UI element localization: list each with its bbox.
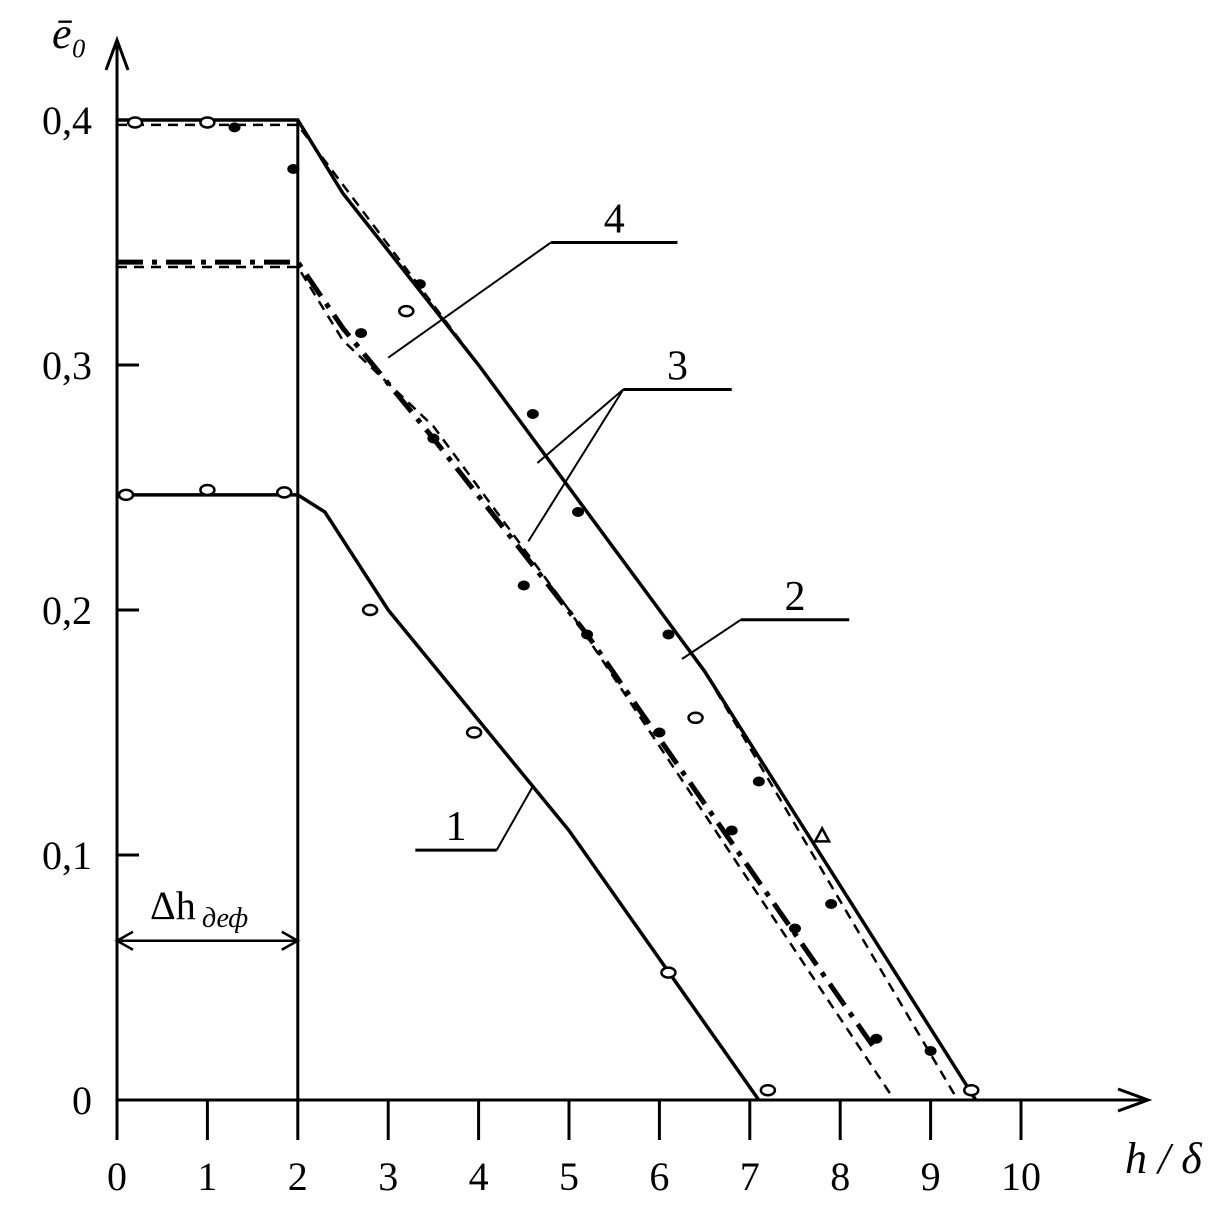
data-point-filled bbox=[228, 122, 241, 133]
data-point-open bbox=[117, 488, 135, 502]
data-point-filled bbox=[924, 1046, 937, 1056]
annotation-arrow-left bbox=[114, 930, 134, 951]
markers-layer bbox=[117, 116, 980, 1097]
y-axis-title: ē₀ bbox=[52, 9, 87, 58]
data-point-filled bbox=[517, 580, 530, 591]
annotation: Δh деф bbox=[114, 883, 301, 951]
x-tick-label: 7 bbox=[740, 1154, 760, 1199]
data-point-filled bbox=[662, 629, 675, 640]
annotation-label: Δh bbox=[150, 883, 196, 928]
data-point-open bbox=[660, 966, 677, 979]
data-point-open bbox=[126, 116, 144, 129]
callout-leader-2 bbox=[681, 618, 742, 660]
data-point-open bbox=[361, 603, 379, 617]
y-tick-label: 0,1 bbox=[42, 833, 92, 878]
callout-leader-3 bbox=[536, 388, 624, 464]
y-tick-label: 0 bbox=[72, 1078, 92, 1123]
series-layer bbox=[117, 118, 978, 1102]
x-axis-title: h / δ bbox=[1125, 1134, 1203, 1183]
callout-leader-3 bbox=[527, 388, 625, 542]
callout-label-3: 3 bbox=[667, 344, 688, 390]
x-tick-label: 5 bbox=[559, 1154, 579, 1199]
data-point-filled bbox=[581, 629, 594, 640]
data-point-filled bbox=[287, 164, 300, 174]
data-point-filled bbox=[825, 899, 838, 909]
x-tick-label: 3 bbox=[378, 1154, 398, 1199]
data-point-open bbox=[199, 116, 216, 129]
callouts: 4 3 2 1 bbox=[387, 197, 850, 852]
y-axis-arrow bbox=[104, 35, 130, 71]
y-tick-label: 0,3 bbox=[42, 343, 92, 388]
annotation-arrow-right bbox=[281, 930, 301, 951]
data-point-triangle bbox=[813, 825, 832, 843]
data-point-open bbox=[687, 711, 704, 725]
callout-label-1: 1 bbox=[446, 804, 467, 850]
series-line-4 bbox=[117, 259, 879, 1053]
x-tick-label: 10 bbox=[1001, 1154, 1041, 1199]
x-tick-label: 1 bbox=[197, 1154, 217, 1199]
data-point-open bbox=[963, 1083, 980, 1097]
data-point-filled bbox=[789, 923, 801, 934]
x-tick-label: 9 bbox=[921, 1154, 941, 1199]
x-axis-arrow bbox=[1117, 1087, 1153, 1113]
data-point-filled bbox=[653, 727, 666, 738]
data-point-filled bbox=[427, 433, 440, 444]
annotation-subscript: деф bbox=[202, 903, 248, 934]
callout-label-4: 4 bbox=[604, 197, 625, 243]
data-point-filled bbox=[725, 825, 738, 836]
x-tick-label: 2 bbox=[288, 1154, 308, 1199]
data-point-open bbox=[398, 304, 415, 318]
series-line-3 bbox=[117, 265, 896, 1101]
data-point-filled bbox=[752, 776, 765, 787]
callout-leader-1 bbox=[495, 785, 534, 851]
y-tick-label: 0,2 bbox=[42, 588, 92, 633]
series-line-1 bbox=[117, 493, 761, 1102]
data-point-open bbox=[465, 726, 483, 739]
data-point-filled bbox=[413, 279, 426, 290]
callout-label-2: 2 bbox=[785, 574, 806, 620]
data-point-filled bbox=[526, 409, 539, 419]
series-line-2 bbox=[117, 118, 978, 1101]
axes bbox=[104, 35, 1153, 1113]
data-point-filled bbox=[355, 328, 368, 339]
ticks: 0 1 2 3 4 5 6 7 8 9 10 0 0,1 0,2 0,3 0,4 bbox=[42, 98, 1041, 1199]
data-point-open bbox=[199, 483, 216, 497]
x-tick-label: 8 bbox=[830, 1154, 850, 1199]
data-point-open bbox=[275, 486, 293, 499]
series-line-3 bbox=[117, 123, 959, 1101]
x-tick-label: 0 bbox=[107, 1154, 127, 1199]
data-point-open bbox=[759, 1083, 777, 1097]
x-tick-label: 4 bbox=[469, 1154, 489, 1199]
y-tick-label: 0,4 bbox=[42, 98, 92, 143]
x-tick-label: 6 bbox=[649, 1154, 669, 1199]
data-point-filled bbox=[572, 507, 585, 517]
callout-leader-4 bbox=[387, 241, 552, 359]
data-point-filled bbox=[870, 1033, 883, 1044]
